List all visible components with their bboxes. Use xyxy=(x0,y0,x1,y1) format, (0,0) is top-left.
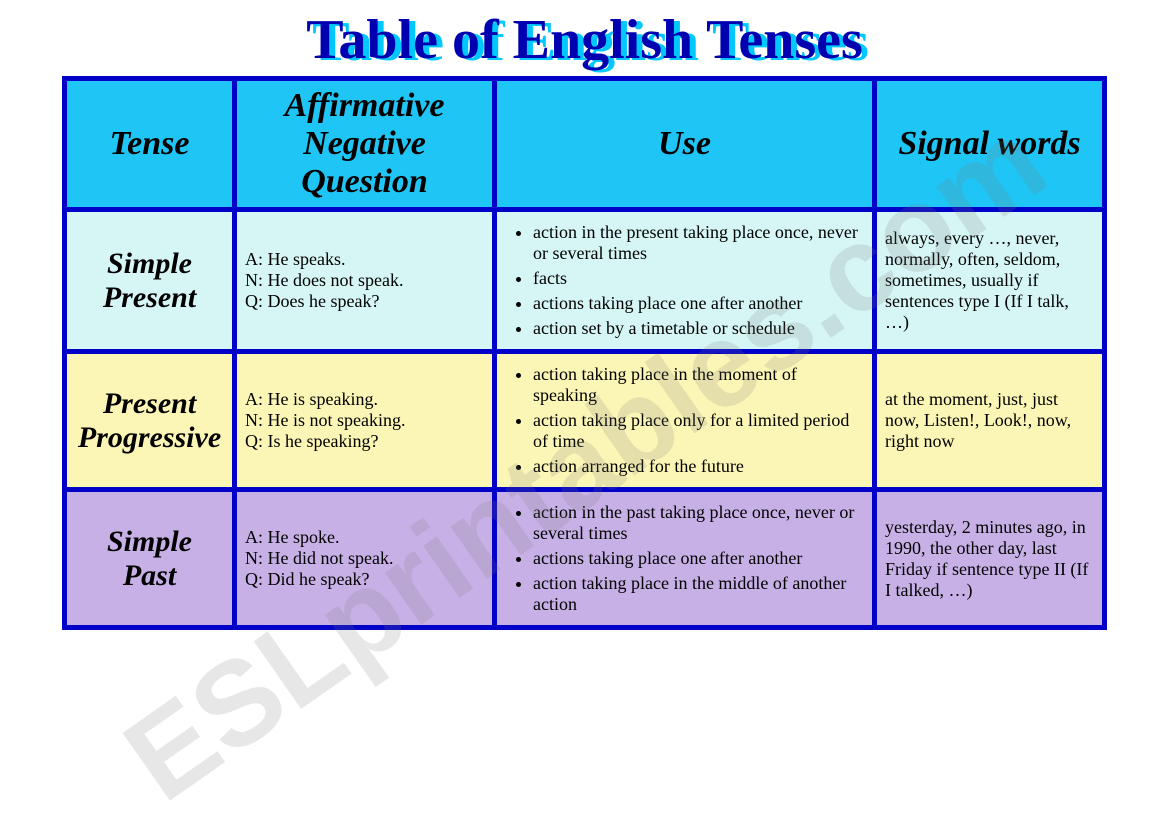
header-signal: Signal words xyxy=(875,79,1105,210)
title-main: Table of English Tenses xyxy=(306,9,863,71)
use-item: action in the past taking place once, ne… xyxy=(533,502,864,544)
header-use: Use xyxy=(495,79,875,210)
header-forms-l3: Question xyxy=(301,163,428,200)
tense-name-cell: Simple Present xyxy=(65,210,235,352)
use-item: facts xyxy=(533,268,864,289)
form-a: A: He spoke. xyxy=(245,527,339,547)
form-n: N: He did not speak. xyxy=(245,548,393,568)
table-row: Present Progressive A: He is speaking. N… xyxy=(65,352,1105,490)
page-title: Table of English Tenses Table of English… xyxy=(0,8,1169,72)
signal-cell: at the moment, just, just now, Listen!, … xyxy=(875,352,1105,490)
tense-line1: Present xyxy=(103,387,196,420)
tense-line1: Simple xyxy=(107,247,192,280)
tense-line2: Past xyxy=(123,559,176,592)
header-forms-l2: Negative xyxy=(303,125,426,162)
tense-line2: Progressive xyxy=(78,421,221,454)
use-cell: action in the past taking place once, ne… xyxy=(495,490,875,628)
tense-line1: Simple xyxy=(107,525,192,558)
tenses-table: Tense Affirmative Negative Question Use … xyxy=(62,76,1107,630)
header-tense: Tense xyxy=(65,79,235,210)
forms-cell: A: He is speaking. N: He is not speaking… xyxy=(235,352,495,490)
use-item: actions taking place one after another xyxy=(533,548,864,569)
use-item: action arranged for the future xyxy=(533,456,864,477)
form-q: Q: Does he speak? xyxy=(245,291,379,311)
use-item: action taking place in the middle of ano… xyxy=(533,573,864,615)
form-n: N: He is not speaking. xyxy=(245,410,405,430)
table-header-row: Tense Affirmative Negative Question Use … xyxy=(65,79,1105,210)
form-a: A: He is speaking. xyxy=(245,389,378,409)
use-item: action set by a timetable or schedule xyxy=(533,318,864,339)
use-item: action taking place only for a limited p… xyxy=(533,410,864,452)
header-forms: Affirmative Negative Question xyxy=(235,79,495,210)
signal-cell: yesterday, 2 minutes ago, in 1990, the o… xyxy=(875,490,1105,628)
signal-cell: always, every …, never, normally, often,… xyxy=(875,210,1105,352)
form-q: Q: Did he speak? xyxy=(245,569,369,589)
use-item: action in the present taking place once,… xyxy=(533,222,864,264)
table-row: Simple Present A: He speaks. N: He does … xyxy=(65,210,1105,352)
form-q: Q: Is he speaking? xyxy=(245,431,378,451)
form-a: A: He speaks. xyxy=(245,249,345,269)
forms-cell: A: He speaks. N: He does not speak. Q: D… xyxy=(235,210,495,352)
use-item: action taking place in the moment of spe… xyxy=(533,364,864,406)
forms-cell: A: He spoke. N: He did not speak. Q: Did… xyxy=(235,490,495,628)
tense-name-cell: Present Progressive xyxy=(65,352,235,490)
tense-name-cell: Simple Past xyxy=(65,490,235,628)
tense-line2: Present xyxy=(103,281,196,314)
header-forms-l1: Affirmative xyxy=(285,87,445,124)
use-item: actions taking place one after another xyxy=(533,293,864,314)
use-cell: action in the present taking place once,… xyxy=(495,210,875,352)
use-cell: action taking place in the moment of spe… xyxy=(495,352,875,490)
form-n: N: He does not speak. xyxy=(245,270,403,290)
table-row: Simple Past A: He spoke. N: He did not s… xyxy=(65,490,1105,628)
